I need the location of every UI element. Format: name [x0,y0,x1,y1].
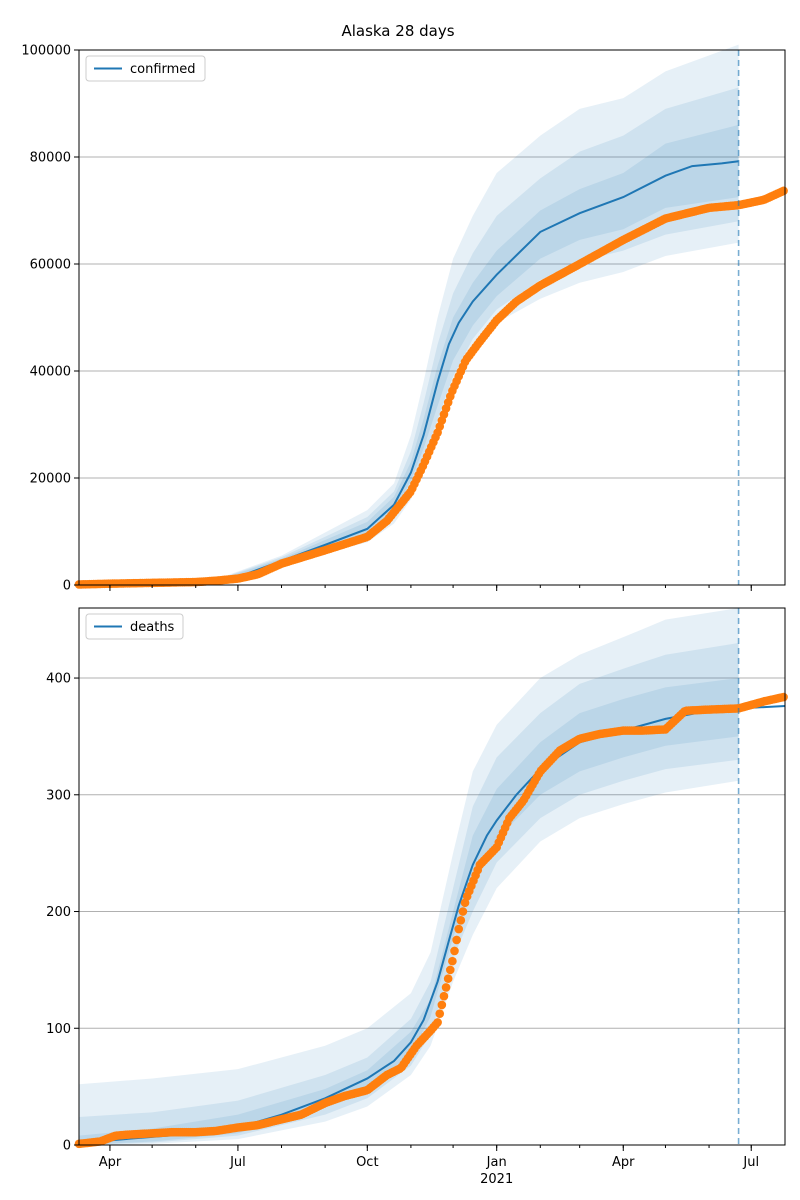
legend-label: deaths [130,620,175,635]
confirmed-panel: 0 20000 40000 60000 80000 100000 confirmed [21,44,788,594]
deaths-panel: 0 100 200 300 400 Apr Jul Oct Jan Apr Jul 2021 death… [46,607,788,1187]
y-tick-label: 100000 [21,44,71,59]
y-tick-label: 0 [63,579,71,594]
y-tick-label: 80000 [30,151,71,166]
legend: confirmed [85,55,206,82]
observed-point [458,907,468,916]
observed-point [779,692,788,702]
x-tick-label: Jan [486,1155,507,1170]
x-tick-label: Jul [742,1155,759,1170]
uncertainty-band [79,643,739,1145]
observed-point [454,924,464,934]
observed-point [437,1000,447,1010]
y-tick-label: 200 [46,905,71,920]
uncertainty-band [79,87,739,585]
observed-point [445,965,455,975]
y-tick-label: 20000 [30,472,71,487]
x-tick-label: Apr [612,1155,635,1170]
observed-series [74,186,788,589]
legend-label: confirmed [130,62,196,77]
observed-point [456,915,466,925]
axes-frame [78,607,786,1146]
observed-point [435,1009,445,1018]
observed-point [439,991,449,1001]
observed-point [450,946,459,956]
y-tick-label: 60000 [30,258,71,273]
y-tick-label: 100 [46,1022,71,1037]
x-tick-label: Jul [229,1155,246,1170]
uncertainty-band [79,124,739,585]
legend-box [85,55,206,82]
x-year-label: 2021 [480,1172,513,1187]
y-tick-label: 300 [46,788,71,803]
chart-title: Alaska 28 days [341,22,454,40]
y-tick-label: 0 [63,1139,71,1154]
uncertainty-band [79,44,739,585]
observed-series [74,692,788,1149]
observed-point [448,956,457,966]
y-tick-label: 40000 [30,365,71,380]
legend-box [85,613,184,640]
x-tick-label: Oct [356,1155,378,1170]
legend: deaths [85,613,184,640]
observed-point [779,186,788,196]
axes-frame [78,49,786,586]
observed-point [443,974,453,983]
y-tick-label: 400 [46,672,71,687]
x-tick-label: Apr [99,1155,122,1170]
observed-point [433,1018,442,1027]
observed-point [441,983,451,992]
observed-point [452,935,461,945]
